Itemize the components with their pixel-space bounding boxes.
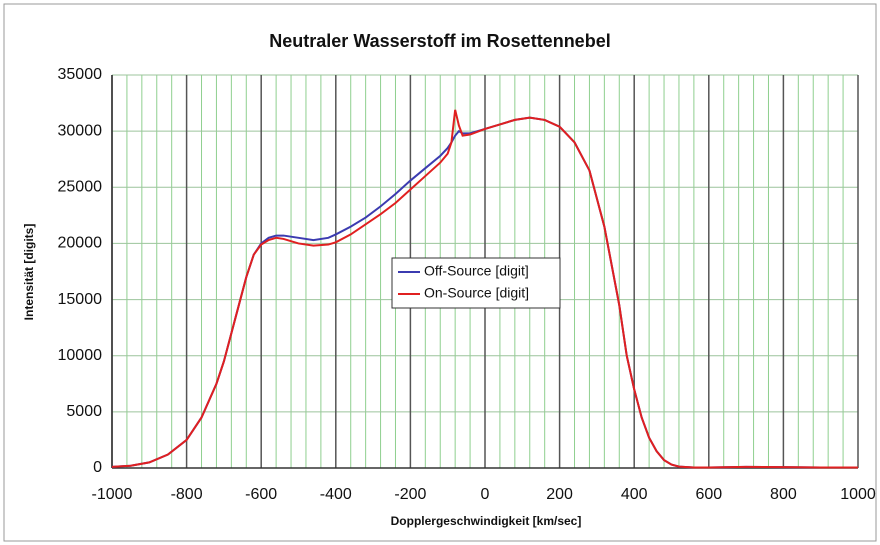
x-tick-label: 600: [695, 486, 722, 503]
y-tick-label: 5000: [66, 403, 102, 420]
x-tick-label: -1000: [92, 486, 133, 503]
y-tick-label: 25000: [58, 179, 103, 196]
y-tick-label: 0: [93, 459, 102, 476]
y-tick-label: 15000: [58, 291, 103, 308]
y-tick-label: 35000: [58, 66, 103, 83]
chart-title: Neutraler Wasserstoff im Rosettennebel: [269, 31, 610, 51]
x-tick-label: -600: [245, 486, 277, 503]
x-tick-label: -400: [320, 486, 352, 503]
x-tick-label: 1000: [840, 486, 876, 503]
legend-label: Off-Source [digit]: [424, 263, 529, 279]
x-axis-label: Dopplergeschwindigkeit [km/sec]: [391, 514, 582, 528]
x-tick-label: -200: [394, 486, 426, 503]
x-tick-label: -800: [171, 486, 203, 503]
y-tick-label: 10000: [58, 347, 103, 364]
x-tick-label: 800: [770, 486, 797, 503]
x-tick-label: 200: [546, 486, 573, 503]
y-tick-label: 20000: [58, 235, 103, 252]
y-tick-label: 30000: [58, 122, 103, 139]
legend-label: On-Source [digit]: [424, 285, 529, 301]
y-axis-label: Intensität [digits]: [22, 224, 36, 321]
legend-box: [391, 257, 561, 309]
x-tick-label: 400: [621, 486, 648, 503]
x-tick-label: 0: [481, 486, 490, 503]
data-line: [111, 109, 858, 469]
